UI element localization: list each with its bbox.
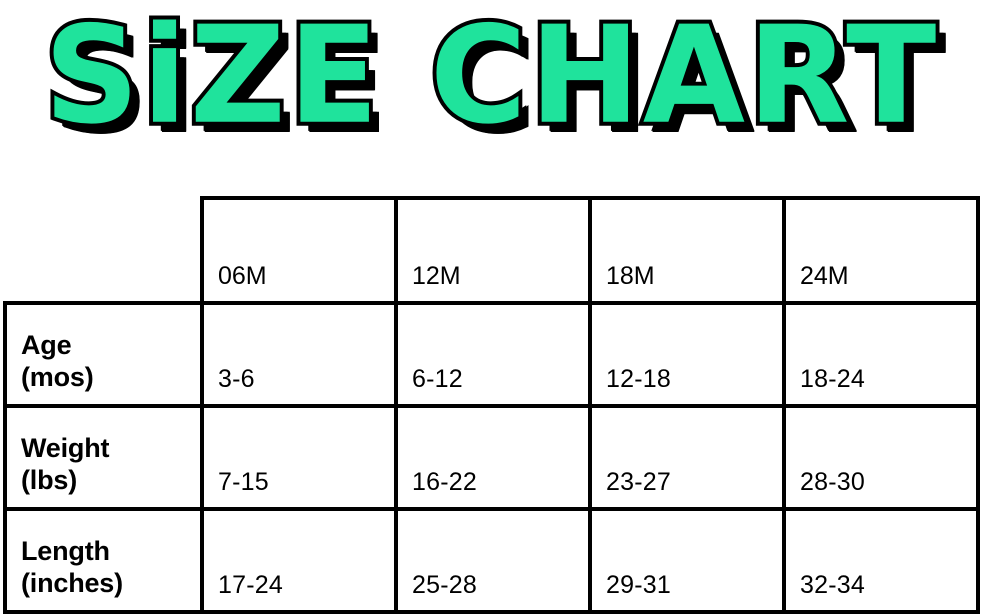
row-label-weight-unit: (lbs) — [21, 465, 77, 496]
column-header-18m: 18M — [588, 196, 786, 305]
size-chart-table: 06M 12M 18M 24M Age (mos) 3-6 6-12 12-18… — [3, 196, 980, 614]
row-label-weight-line1: Weight — [21, 433, 110, 464]
row-label-length: Length (inches) — [3, 507, 204, 614]
cell-age-06m: 3-6 — [200, 301, 398, 408]
column-header-12m: 12M — [394, 196, 592, 305]
table-row: Length (inches) 17-24 25-28 29-31 32-34 — [3, 507, 980, 614]
page-title-block: SiZE CHART — [0, 0, 984, 150]
row-label-age-unit: (mos) — [21, 362, 94, 393]
page-title: SiZE CHART — [41, 0, 941, 154]
column-header-24m: 24M — [782, 196, 980, 305]
table-header-row: 06M 12M 18M 24M — [5, 196, 980, 305]
row-label-length-unit: (inches) — [21, 568, 123, 599]
row-label-age: Age (mos) — [3, 301, 204, 408]
table-row: Weight (lbs) 7-15 16-22 23-27 28-30 — [3, 404, 980, 511]
row-label-length-line1: Length — [21, 536, 110, 567]
cell-age-18m: 12-18 — [588, 301, 786, 408]
cell-weight-06m: 7-15 — [200, 404, 398, 511]
cell-length-18m: 29-31 — [588, 507, 786, 614]
table-corner-blank — [5, 198, 202, 303]
cell-age-24m: 18-24 — [782, 301, 980, 408]
row-label-weight: Weight (lbs) — [3, 404, 204, 511]
cell-weight-18m: 23-27 — [588, 404, 786, 511]
column-header-06m: 06M — [200, 196, 398, 305]
cell-length-12m: 25-28 — [394, 507, 592, 614]
row-label-age-line1: Age — [21, 330, 72, 361]
cell-age-12m: 6-12 — [394, 301, 592, 408]
cell-length-06m: 17-24 — [200, 507, 398, 614]
cell-weight-12m: 16-22 — [394, 404, 592, 511]
cell-weight-24m: 28-30 — [782, 404, 980, 511]
cell-length-24m: 32-34 — [782, 507, 980, 614]
table-row: Age (mos) 3-6 6-12 12-18 18-24 — [3, 301, 980, 408]
